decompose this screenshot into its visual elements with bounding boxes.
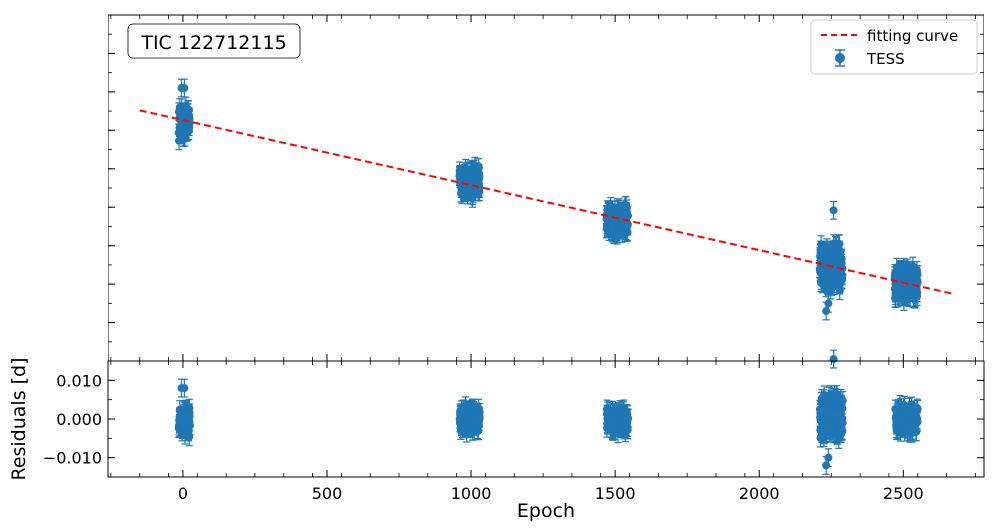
tess-point	[459, 172, 468, 192]
tess-point	[837, 389, 846, 409]
plot-frame	[107, 360, 985, 478]
tess-point	[834, 262, 843, 282]
tess-points	[174, 349, 922, 475]
tess-points	[174, 78, 922, 321]
tess-point	[891, 283, 900, 303]
tess-point	[903, 420, 912, 440]
tess-point	[820, 385, 829, 405]
tess-point	[459, 399, 468, 419]
tess-point	[829, 349, 838, 369]
tess-point	[818, 241, 827, 261]
y-axis-label: Residuals [d]	[8, 357, 30, 480]
tess-point	[609, 409, 618, 429]
tess-point	[620, 196, 629, 216]
tess-point	[180, 78, 189, 98]
tess-point	[892, 420, 901, 440]
tess-point	[180, 378, 189, 398]
x-tick-label: 2000	[739, 484, 780, 503]
x-tick-label: 1500	[595, 484, 636, 503]
tess-point	[826, 417, 835, 437]
tess-point	[824, 293, 833, 313]
x-tick-label: 2500	[883, 484, 924, 503]
tess-point	[177, 412, 186, 432]
tess-point	[907, 401, 916, 421]
legend-tess-label: TESS	[866, 50, 905, 68]
target-annotation: TIC 122712115	[127, 23, 301, 59]
tess-point	[607, 217, 616, 237]
tess-point	[603, 401, 612, 421]
legend-fit-label: fitting curve	[867, 27, 958, 45]
tess-point	[829, 200, 838, 220]
y-tick-label: 0.010	[56, 371, 102, 390]
tess-point	[906, 267, 915, 287]
x-tick-label: 1000	[451, 484, 492, 503]
legend: fitting curve TESS	[810, 19, 978, 75]
tess-point	[185, 406, 194, 426]
tess-point	[185, 427, 194, 447]
fitting-curve	[139, 109, 953, 295]
y-tick-label: −0.010	[43, 449, 102, 468]
tess-point	[618, 223, 627, 243]
tess-point	[833, 405, 842, 425]
x-tick-label: 500	[312, 484, 343, 503]
tess-point	[902, 405, 911, 425]
y-tick-label: 0.000	[56, 410, 102, 429]
tess-point	[832, 241, 841, 260]
target-label: TIC 122712115	[140, 32, 286, 54]
tess-point	[891, 263, 900, 283]
legend-tess-swatch	[835, 49, 845, 67]
tess-point	[824, 448, 833, 468]
tess-point	[604, 414, 613, 434]
x-tick-label: 0	[178, 484, 188, 503]
tess-point	[837, 248, 846, 268]
tess-point	[816, 420, 825, 440]
tess-point	[471, 413, 480, 433]
tess-point	[604, 202, 613, 222]
tess-point	[621, 419, 630, 439]
x-axis-label: Epoch	[517, 500, 575, 522]
tess-point	[824, 398, 833, 418]
